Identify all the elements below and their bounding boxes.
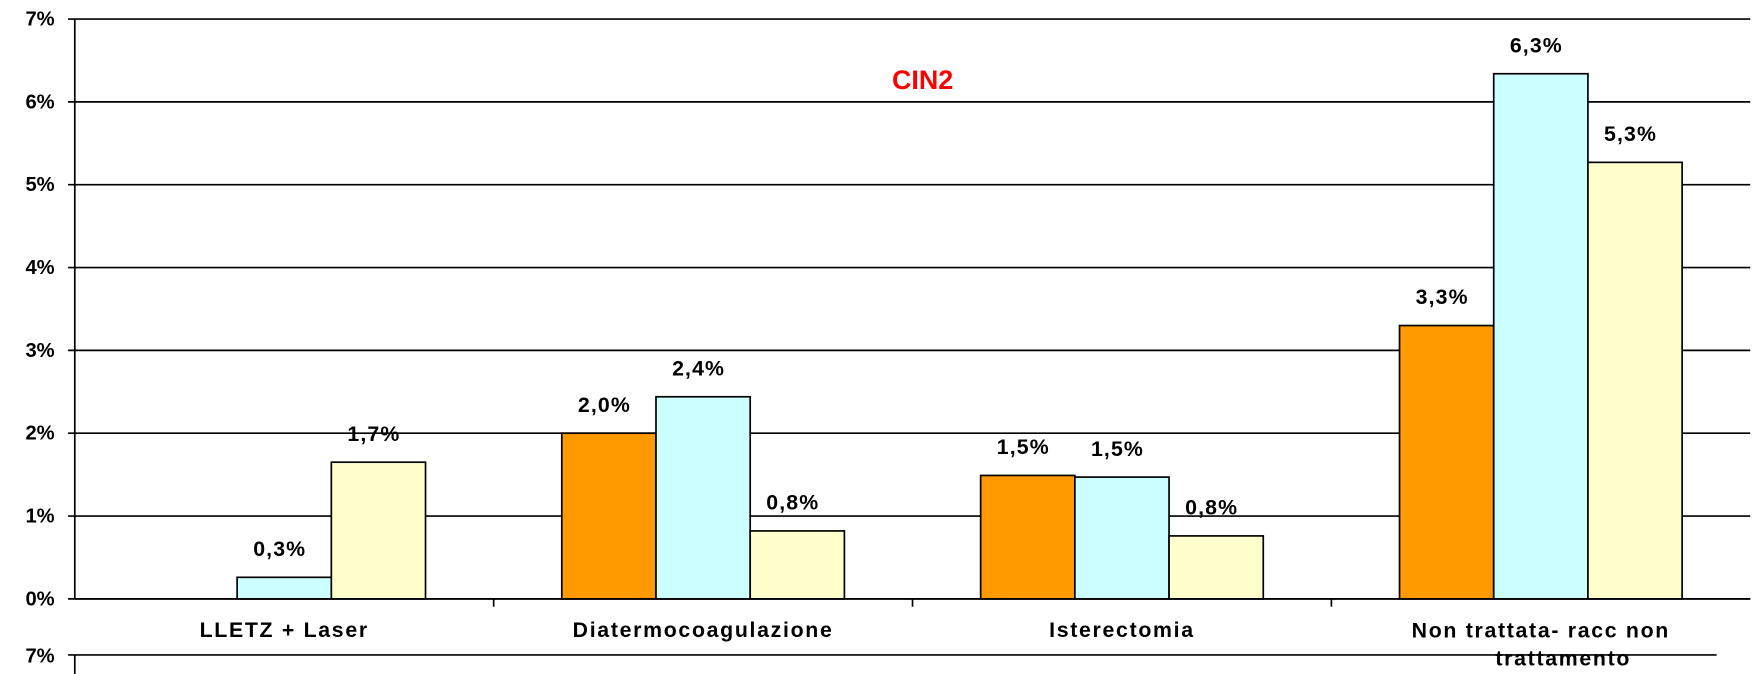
value-label: 0,3% xyxy=(253,537,306,561)
value-label: 0,8% xyxy=(766,491,819,515)
y-tick-label: 2% xyxy=(25,423,54,445)
bar xyxy=(560,432,657,600)
bar xyxy=(979,474,1076,600)
y-tick-label: 5% xyxy=(25,174,54,196)
bar xyxy=(236,576,333,600)
y-tick-label: 6% xyxy=(25,91,54,113)
x-tick-label: LLETZ + Laser xyxy=(200,618,369,642)
x-tick-label: Diatermocoagulazione xyxy=(573,618,834,642)
value-label: 5,3% xyxy=(1604,122,1657,146)
bar xyxy=(1587,161,1683,600)
value-label: 2,4% xyxy=(672,356,725,380)
x-tick-label: Non trattata- racc non trattamento xyxy=(1412,618,1670,670)
bar xyxy=(1168,535,1265,600)
value-label: 2,0% xyxy=(578,393,631,417)
bar xyxy=(655,395,752,600)
x-tick-label: Isterectomia xyxy=(1049,618,1195,642)
y-tick-label: 1% xyxy=(25,505,54,527)
value-label: 3,3% xyxy=(1416,285,1469,309)
bar xyxy=(1398,324,1495,600)
bar xyxy=(330,461,427,600)
y-tick-label: 0% xyxy=(25,588,54,610)
bar xyxy=(1492,72,1589,600)
value-label: 6,3% xyxy=(1510,33,1563,57)
y-tick-label: 4% xyxy=(25,257,54,279)
y-tick-label: 7% xyxy=(25,646,54,668)
chart-title: CIN2 xyxy=(892,65,953,95)
y-tick-label: 3% xyxy=(25,340,54,362)
bar xyxy=(749,530,846,600)
value-label: 1,7% xyxy=(347,422,400,446)
y-tick-label: 7% xyxy=(25,9,54,31)
value-label: 1,5% xyxy=(997,435,1050,459)
bar xyxy=(1074,476,1170,600)
value-label: 0,8% xyxy=(1185,496,1238,520)
value-label: 1,5% xyxy=(1091,437,1144,461)
